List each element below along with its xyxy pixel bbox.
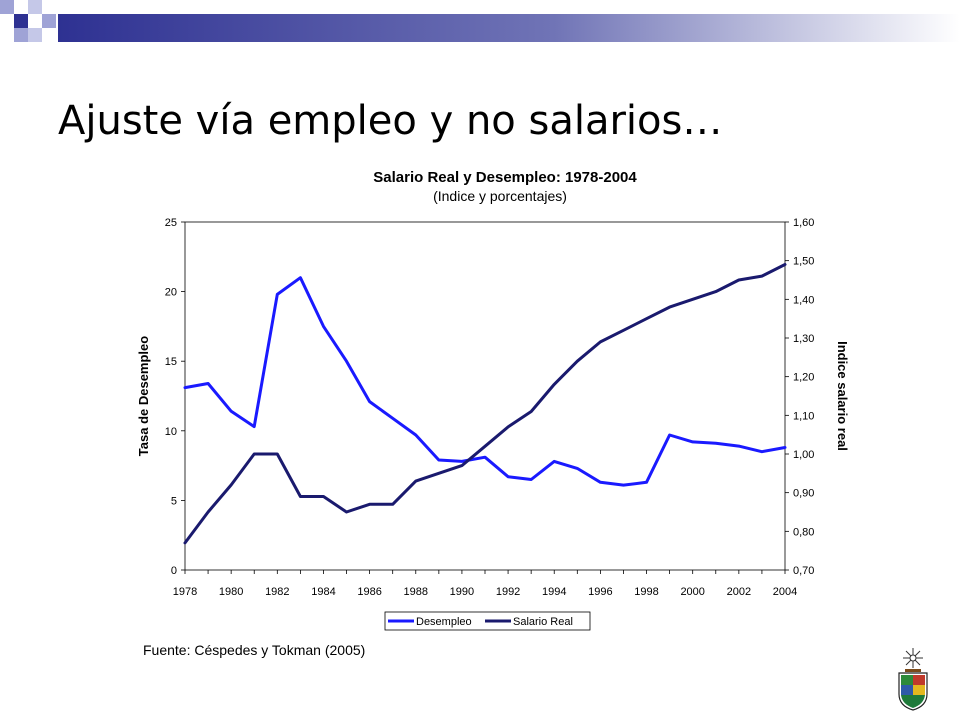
header-square-dark: [14, 14, 28, 28]
header-square-mid: [14, 28, 28, 42]
y-tick-label: 25: [165, 217, 177, 229]
x-tick-label: 1978: [173, 586, 197, 598]
x-tick-label: 1992: [496, 586, 520, 598]
x-tick-label: 1982: [265, 586, 289, 598]
x-tick-label: 2002: [727, 586, 751, 598]
y2-tick-label: 0,90: [793, 488, 814, 500]
legend-label-desempleo: Desempleo: [416, 616, 472, 628]
source-note: Fuente: Céspedes y Tokman (2005): [143, 642, 366, 658]
chart-subtitle: (Indice y porcentajes): [433, 188, 567, 204]
plot-frame: [184, 221, 786, 571]
y2-tick-label: 1,50: [793, 256, 814, 268]
header-square-light: [0, 0, 14, 14]
x-axis: 1978 1980 1982 1984 1986 1988 1990 1992 1994 1996…: [173, 570, 797, 598]
series-line-salario-real: [183, 263, 787, 545]
y-tick-label: 10: [165, 426, 177, 438]
header-bar: [58, 14, 960, 42]
y2-tick-label: 0,80: [793, 526, 814, 538]
y2-tick-label: 1,00: [793, 449, 814, 461]
x-tick-label: 1990: [450, 586, 474, 598]
slide-title: Ajuste vía empleo y no salarios…: [58, 98, 723, 144]
header-square-light-2: [28, 0, 42, 14]
legend-label-salario: Salario Real: [513, 616, 573, 628]
x-tick-label: 2000: [680, 586, 704, 598]
y2-tick-label: 1,20: [793, 372, 814, 384]
chart-title: Salario Real y Desempleo: 1978-2004: [373, 169, 637, 186]
y2-tick-label: 1,60: [793, 217, 814, 229]
y-tick-label: 15: [165, 356, 177, 368]
x-tick-label: 1994: [542, 586, 566, 598]
y-tick-label: 20: [165, 287, 177, 299]
x-tick-label: 1988: [404, 586, 428, 598]
y-axis-right-label: Indice salario real: [835, 341, 850, 451]
y2-tick-label: 1,10: [793, 410, 814, 422]
x-tick-label: 1984: [311, 586, 335, 598]
x-tick-label: 1996: [588, 586, 612, 598]
y-axis-right: 0,70 0,80 0,90 1,00 1,10 1,20 1,30 1,40 1,50 1,60: [785, 217, 814, 577]
legend: Desempleo Salario Real: [384, 611, 591, 631]
y2-tick-label: 0,70: [793, 565, 814, 577]
x-tick-label: 1998: [634, 586, 658, 598]
university-crest-icon: [898, 648, 928, 711]
header-square-mid-2: [28, 28, 42, 42]
plot-border: [184, 221, 786, 571]
header-square-light-3: [42, 14, 56, 28]
header-decoration: [0, 0, 960, 42]
series-lines: [183, 263, 787, 545]
x-tick-label: 1986: [357, 586, 381, 598]
x-tick-label: 2004: [773, 586, 797, 598]
y-tick-label: 5: [171, 495, 177, 507]
x-tick-label: 1980: [219, 586, 243, 598]
y2-tick-label: 1,30: [793, 333, 814, 345]
y-axis-left: 0 5 10 15 20 25: [165, 217, 185, 577]
y-tick-label: 0: [171, 565, 177, 577]
y2-tick-label: 1,40: [793, 294, 814, 306]
y-axis-left-label: Tasa de Desempleo: [136, 336, 151, 456]
series-line-desempleo: [183, 276, 787, 487]
